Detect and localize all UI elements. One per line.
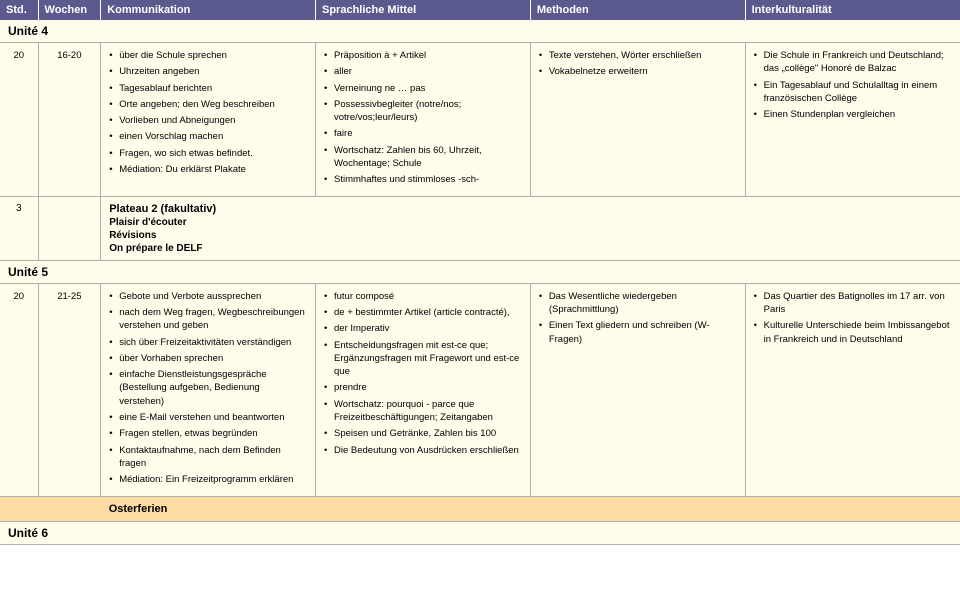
- list-item: eine E-Mail verstehen und beantworten: [109, 411, 307, 424]
- list-item: Wortschatz: Zahlen bis 60, Uhrzeit, Woch…: [324, 144, 522, 171]
- plateau-sub1: Plaisir d'écouter: [109, 217, 952, 228]
- unite-5-row: Unité 5: [0, 260, 960, 283]
- list-item: aller: [324, 65, 522, 78]
- list-item: de + bestimmter Artikel (article contrac…: [324, 306, 522, 319]
- unite-5-methoden: Das Wesentliche wiedergeben (Sprachmittl…: [530, 283, 745, 496]
- unite-5-wochen: 21-25: [38, 283, 101, 496]
- unite-4-methoden: Texte verstehen, Wörter erschließen Vokab…: [530, 43, 745, 197]
- header-kommunikation: Kommunikation: [101, 0, 316, 20]
- unite-5-content-row: 20 21-25 Gebote und Verbote aussprechen n…: [0, 283, 960, 496]
- list-item: Einen Text gliedern und schreiben (W-Fra…: [539, 319, 737, 346]
- oster-c2: [38, 496, 101, 521]
- list-item: Gebote und Verbote aussprechen: [109, 290, 307, 303]
- osterferien-label: Osterferien: [101, 496, 960, 521]
- plateau-std: 3: [0, 196, 38, 260]
- unite-4-label: Unité 4: [0, 20, 960, 43]
- list-item: Speisen und Getränke, Zahlen bis 100: [324, 427, 522, 440]
- unite-5-label: Unité 5: [0, 260, 960, 283]
- list-item: Orte angeben; den Weg beschreiben: [109, 98, 307, 111]
- plateau-sub2: Révisions: [109, 230, 952, 241]
- list-item: Entscheidungsfragen mit est-ce que; Ergä…: [324, 339, 522, 379]
- plateau-row: 3 Plateau 2 (fakultativ) Plaisir d'écout…: [0, 196, 960, 260]
- unite-5-kommunikation: Gebote und Verbote aussprechen nach dem W…: [101, 283, 316, 496]
- list-item: über Vorhaben sprechen: [109, 352, 307, 365]
- list-item: Uhrzeiten angeben: [109, 65, 307, 78]
- list-item: Die Bedeutung von Ausdrücken erschließen: [324, 444, 522, 457]
- list-item: Ein Tagesablauf und Schulalltag in einem…: [754, 79, 952, 106]
- list-item: Kulturelle Unterschiede beim Imbissangeb…: [754, 319, 952, 346]
- unite-4-interkulturalitaet: Die Schule in Frankreich und Deutschland…: [745, 43, 960, 197]
- unite-4-wochen: 16-20: [38, 43, 101, 197]
- oster-c1: [0, 496, 38, 521]
- list-item: futur composé: [324, 290, 522, 303]
- unite-6-row: Unité 6: [0, 521, 960, 544]
- unite-6-label: Unité 6: [0, 521, 960, 544]
- plateau-sub3: On prépare le DELF: [109, 243, 952, 254]
- unite-5-std: 20: [0, 283, 38, 496]
- list-item: Vorlieben und Abneigungen: [109, 114, 307, 127]
- list-item: Vokabelnetze erweitern: [539, 65, 737, 78]
- unite-4-std: 20: [0, 43, 38, 197]
- list-item: Médiation: Du erklärst Plakate: [109, 163, 307, 176]
- list-item: Die Schule in Frankreich und Deutschland…: [754, 49, 952, 76]
- list-item: der Imperativ: [324, 322, 522, 335]
- list-item: Einen Stundenplan vergleichen: [754, 108, 952, 121]
- unite-4-content-row: 20 16-20 über die Schule sprechen Uhrzeit…: [0, 43, 960, 197]
- list-item: Fragen, wo sich etwas befindet.: [109, 147, 307, 160]
- list-item: prendre: [324, 381, 522, 394]
- list-item: Verneinung ne … pas: [324, 82, 522, 95]
- list-item: über die Schule sprechen: [109, 49, 307, 62]
- list-item: einen Vorschlag machen: [109, 130, 307, 143]
- list-item: Das Wesentliche wiedergeben (Sprachmittl…: [539, 290, 737, 317]
- list-item: faire: [324, 127, 522, 140]
- list-item: Médiation: Ein Freizeitprogramm erklären: [109, 473, 307, 486]
- list-item: Stimmhaftes und stimmloses -sch-: [324, 173, 522, 186]
- list-item: nach dem Weg fragen, Wegbeschreibungen v…: [109, 306, 307, 333]
- header-std: Std.: [0, 0, 38, 20]
- unite-5-interkulturalitaet: Das Quartier des Batignolles im 17 arr. …: [745, 283, 960, 496]
- list-item: Kontaktaufnahme, nach dem Befinden frage…: [109, 444, 307, 471]
- list-item: Tagesablauf berichten: [109, 82, 307, 95]
- unite-4-row: Unité 4: [0, 20, 960, 43]
- curriculum-table: Std. Wochen Kommunikation Sprachliche Mi…: [0, 0, 960, 545]
- unite-5-sprachliche-mittel: futur composé de + bestimmter Artikel (ar…: [316, 283, 531, 496]
- list-item: Possessivbegleiter (notre/nos; votre/vos…: [324, 98, 522, 125]
- osterferien-row: Osterferien: [0, 496, 960, 521]
- list-item: Präposition à + Artikel: [324, 49, 522, 62]
- table-header: Std. Wochen Kommunikation Sprachliche Mi…: [0, 0, 960, 20]
- unite-4-sprachliche-mittel: Präposition à + Artikel aller Verneinung n…: [316, 43, 531, 197]
- unite-4-kommunikation: über die Schule sprechen Uhrzeiten angebe…: [101, 43, 316, 197]
- header-wochen: Wochen: [38, 0, 101, 20]
- header-methoden: Methoden: [530, 0, 745, 20]
- list-item: sich über Freizeitaktivitäten verständig…: [109, 336, 307, 349]
- list-item: Fragen stellen, etwas begründen: [109, 427, 307, 440]
- list-item: Texte verstehen, Wörter erschließen: [539, 49, 737, 62]
- list-item: Wortschatz: pourquoi - parce que Freizei…: [324, 398, 522, 425]
- header-interkulturalitaet: Interkulturalität: [745, 0, 960, 20]
- list-item: Das Quartier des Batignolles im 17 arr. …: [754, 290, 952, 317]
- plateau-title: Plateau 2 (fakultativ): [109, 203, 952, 215]
- header-sprachliche-mittel: Sprachliche Mittel: [316, 0, 531, 20]
- plateau-content: Plateau 2 (fakultativ) Plaisir d'écouter…: [101, 196, 960, 260]
- list-item: einfache Dienstleistungsgespräche (Beste…: [109, 368, 307, 408]
- plateau-wochen-empty: [38, 196, 101, 260]
